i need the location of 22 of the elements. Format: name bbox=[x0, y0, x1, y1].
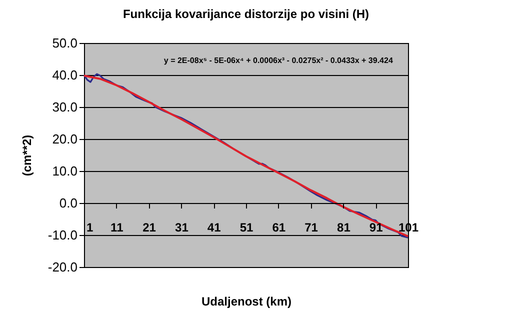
y-tick-label: 30.0 bbox=[52, 100, 78, 114]
annotation: y = 2E-08x⁵ - 5E-06x⁴ + 0.0006x³ - 0.0275x² - 0.0433x + 39.424 bbox=[164, 56, 394, 65]
x-tick-label: 51 bbox=[240, 220, 254, 234]
x-tick-label: 31 bbox=[175, 220, 189, 234]
x-tick-label: 61 bbox=[272, 220, 286, 234]
y-tick-label: 10.0 bbox=[52, 164, 78, 178]
x-tick-label: 1 bbox=[86, 220, 94, 234]
y-tick-label: -20.0 bbox=[48, 260, 78, 274]
x-tick-label: 21 bbox=[142, 220, 156, 234]
y-axis-title: (cm**2) bbox=[20, 134, 34, 176]
x-tick-label: 91 bbox=[369, 220, 384, 234]
y-tick-label: 40.0 bbox=[52, 68, 78, 82]
chart-title: Funkcija kovarijance distorzije po visini (H) bbox=[122, 7, 370, 21]
y-tick-label: 20.0 bbox=[52, 132, 78, 146]
y-tick-label: 0.0 bbox=[59, 196, 78, 210]
x-tick-label: 71 bbox=[304, 220, 318, 234]
y-tick-label: 50.0 bbox=[52, 36, 78, 50]
y-tick-label: -10.0 bbox=[48, 228, 78, 242]
x-tick-label: 41 bbox=[207, 220, 222, 234]
x-tick-label: 81 bbox=[337, 220, 351, 234]
x-axis-title: Udaljenost (km) bbox=[201, 294, 292, 308]
x-tick-label: 11 bbox=[110, 220, 124, 234]
